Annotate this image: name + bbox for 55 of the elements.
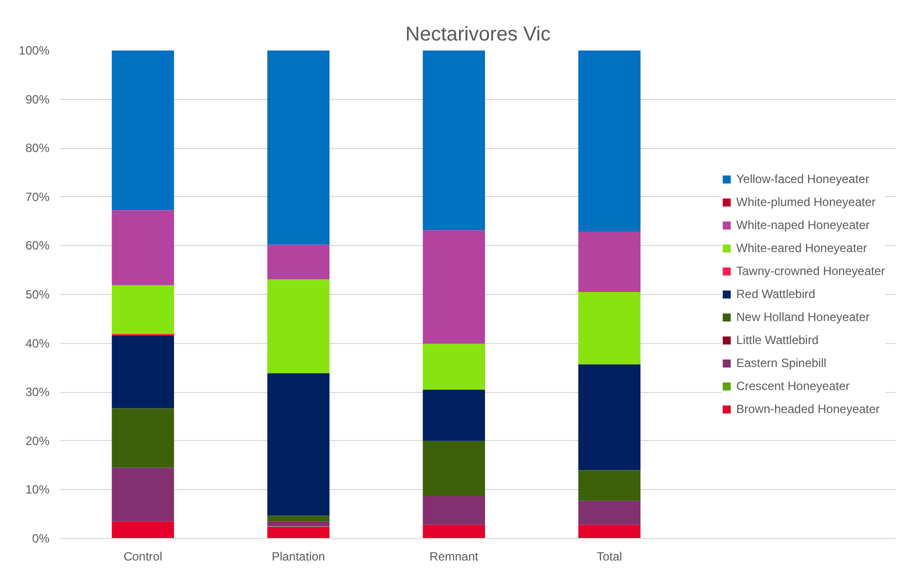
legend-label: Eastern Spinebill bbox=[736, 356, 826, 370]
bar bbox=[578, 232, 640, 292]
y-tick-label: 40% bbox=[25, 336, 50, 350]
y-tick-label: 0% bbox=[32, 532, 50, 546]
y-tick-label: 60% bbox=[25, 238, 50, 253]
bar bbox=[422, 230, 485, 344]
bar bbox=[578, 470, 640, 501]
bar bbox=[112, 210, 174, 286]
legend-label: Tawny-crowned Honeyeater bbox=[736, 264, 885, 278]
bar bbox=[422, 390, 485, 441]
y-tick-label: 80% bbox=[25, 141, 50, 156]
x-tick-label: Control bbox=[124, 550, 162, 564]
bar bbox=[267, 526, 330, 538]
bar bbox=[422, 440, 485, 496]
bar bbox=[578, 364, 640, 470]
legend-label: Little Wattlebird bbox=[736, 333, 819, 347]
legend-label: Yellow-faced Honeyeater bbox=[736, 172, 870, 186]
bar bbox=[112, 335, 174, 408]
y-tick-label: 50% bbox=[25, 288, 50, 302]
chart-title: Nectarivores Vic bbox=[405, 24, 551, 46]
y-tick-label: 70% bbox=[25, 190, 50, 204]
legend-label: New Holland Honeyeater bbox=[736, 310, 870, 324]
bar bbox=[267, 521, 330, 526]
bar bbox=[267, 373, 330, 516]
bar bbox=[112, 50, 174, 210]
bar bbox=[112, 521, 174, 538]
legend-label: White-naped Honeyeater bbox=[736, 218, 870, 232]
legend-label: Red Wattlebird bbox=[736, 287, 816, 301]
x-tick-label: Remnant bbox=[430, 550, 479, 564]
bar bbox=[422, 496, 485, 525]
x-tick-label: Total bbox=[596, 550, 622, 564]
legend-label: Crescent Honeyeater bbox=[736, 379, 850, 393]
bar bbox=[578, 500, 640, 525]
bar bbox=[112, 408, 174, 468]
y-tick-label: 100% bbox=[18, 44, 50, 58]
y-tick-label: 30% bbox=[25, 385, 50, 400]
bar bbox=[267, 244, 330, 280]
y-tick-label: 90% bbox=[25, 92, 50, 106]
bar bbox=[112, 468, 174, 522]
y-tick-label: 10% bbox=[25, 482, 50, 497]
bar bbox=[578, 524, 640, 538]
bar bbox=[267, 516, 330, 522]
bar bbox=[267, 50, 330, 245]
bar bbox=[422, 524, 485, 538]
bar bbox=[578, 50, 640, 232]
x-tick-label: Plantation bbox=[272, 550, 326, 564]
legend-label: Brown-headed Honeyeater bbox=[736, 402, 880, 416]
y-tick-label: 20% bbox=[25, 434, 50, 448]
legend-label: White-plumed Honeyeater bbox=[736, 195, 876, 209]
bar bbox=[578, 292, 640, 364]
bar bbox=[267, 279, 330, 374]
bar bbox=[422, 344, 485, 390]
bar bbox=[112, 285, 174, 334]
legend-label: White-eared Honeyeater bbox=[736, 241, 867, 255]
bar bbox=[422, 50, 485, 230]
